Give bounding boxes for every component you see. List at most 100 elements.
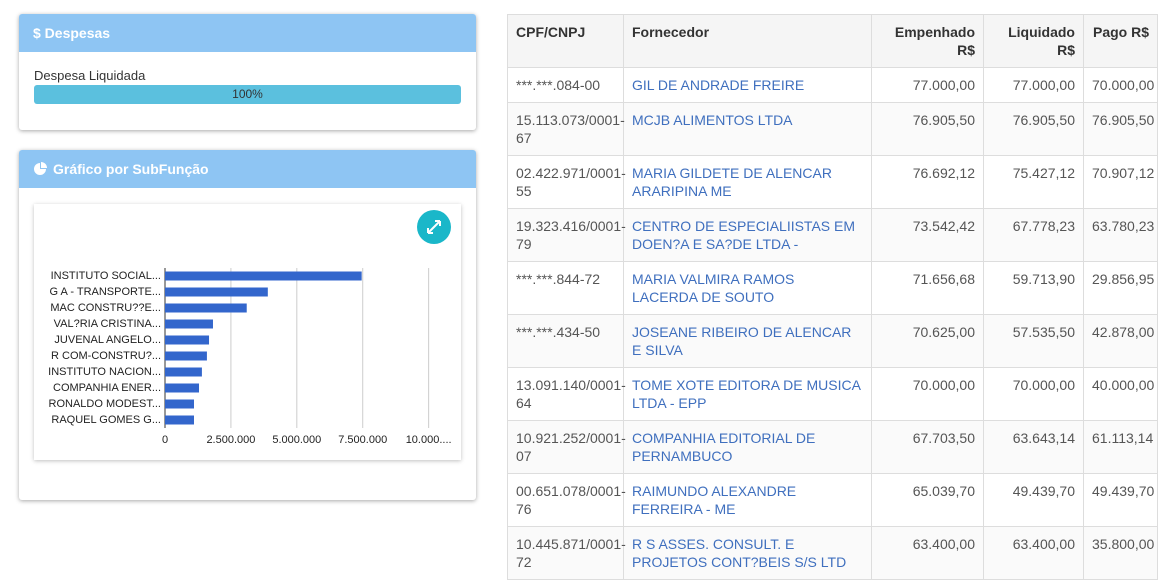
expand-icon <box>427 220 441 234</box>
table-cell: 70.000,00 <box>983 367 1084 421</box>
table-cell: ***.***.084-00 <box>507 67 624 103</box>
y-tick-label: RAQUEL GOMES G... <box>51 414 161 426</box>
y-tick-label: INSTITUTO SOCIAL... <box>51 270 161 282</box>
table-row: 19.323.416/0001-79 CENTRO DE ESPECIALIIST… <box>507 208 1158 262</box>
table-cell: 61.113,14 <box>1083 420 1158 474</box>
despesas-panel: $ Despesas Despesa Liquidada 100% <box>19 14 476 130</box>
table-cell: 76.905,50 <box>1083 102 1158 156</box>
panel-title: Gráfico por SubFunção <box>53 161 209 177</box>
table-cell: 29.856,95 <box>1083 261 1158 315</box>
table-row: ***.***.434-50 JOSEANE RIBEIRO DE ALENCAR… <box>507 314 1158 368</box>
table-cell: 67.778,23 <box>983 208 1084 262</box>
y-tick-label: G A - TRANSPORTE... <box>50 286 161 298</box>
supplier-link[interactable]: COMPANHIA EDITORIAL DE PERNAMBUCO <box>623 420 872 474</box>
header-row: CPF/CNPJ Fornecedor Empenhado R$ Liquidado … <box>507 14 1158 68</box>
bar <box>165 415 194 425</box>
table-cell: 70.000,00 <box>1083 67 1158 103</box>
table-cell: ***.***.844-72 <box>507 261 624 315</box>
table-cell: 71.656,68 <box>871 261 984 315</box>
table-cell: 57.535,50 <box>983 314 1084 368</box>
y-tick-label: INSTITUTO NACION... <box>48 366 161 378</box>
supplier-link[interactable]: MARIA GILDETE DE ALENCAR ARARIPINA ME <box>623 155 872 209</box>
table-cell: 40.000,00 <box>1083 367 1158 421</box>
table-cell: 19.323.416/0001-79 <box>507 208 626 262</box>
column-header: Liquidado R$ <box>983 14 1084 68</box>
table-cell: 70.907,12 <box>1083 155 1158 209</box>
table-cell: 35.800,00 <box>1083 526 1158 580</box>
table-cell: 70.000,00 <box>871 367 984 421</box>
progress-bar: 100% <box>34 85 461 104</box>
x-tick-label: 7.500.000 <box>338 434 387 446</box>
table-cell: ***.***.434-50 <box>507 314 624 368</box>
x-tick-label: 5.000.000 <box>272 434 321 446</box>
supplier-link[interactable]: R S ASSES. CONSULT. E PROJETOS CONT?BEIS… <box>623 526 872 580</box>
column-header: Pago R$ <box>1083 14 1158 68</box>
table-cell: 00.651.078/0001-76 <box>507 473 626 527</box>
bar <box>165 399 194 409</box>
column-header: CPF/CNPJ <box>507 14 624 68</box>
bar <box>165 303 247 313</box>
x-tick-label: 10.000.... <box>406 434 452 446</box>
table-cell: 70.625,00 <box>871 314 984 368</box>
supplier-link[interactable]: RAIMUNDO ALEXANDRE FERREIRA - ME <box>623 473 872 527</box>
table-cell: 65.039,70 <box>871 473 984 527</box>
supplier-link[interactable]: MCJB ALIMENTOS LTDA <box>623 102 872 156</box>
supplier-link[interactable]: MARIA VALMIRA RAMOS LACERDA DE SOUTO <box>623 261 872 315</box>
table-cell: 49.439,70 <box>983 473 1084 527</box>
supplier-table: CPF/CNPJ Fornecedor Empenhado R$ Liquidado … <box>507 14 1158 580</box>
y-tick-label: COMPANHIA ENER... <box>53 382 161 394</box>
y-tick-label: MAC CONSTRU??E... <box>50 302 161 314</box>
table-cell: 75.427,12 <box>983 155 1084 209</box>
table-cell: 73.542,42 <box>871 208 984 262</box>
table-cell: 02.422.971/0001-55 <box>507 155 626 209</box>
table-cell: 49.439,70 <box>1083 473 1158 527</box>
bar <box>165 351 207 361</box>
chart-box: 0 2.500.000 5.000.000 7.500.000 10.000.... IN… <box>34 204 461 460</box>
bar <box>165 319 213 329</box>
table-cell: 63.400,00 <box>871 526 984 580</box>
table-row: 00.651.078/0001-76 RAIMUNDO ALEXANDRE FER… <box>507 473 1158 527</box>
x-tick-label: 0 <box>162 434 168 446</box>
pie-icon <box>34 162 47 175</box>
y-tick-label: VAL?RIA CRISTINA... <box>54 318 161 330</box>
table-cell: 10.445.871/0001-72 <box>507 526 626 580</box>
panel-header: Gráfico por SubFunção <box>19 150 476 188</box>
table-cell: 63.400,00 <box>983 526 1084 580</box>
bar <box>165 271 362 281</box>
table-cell: 63.643,14 <box>983 420 1084 474</box>
supplier-link[interactable]: TOME XOTE EDITORA DE MUSICA LTDA - EPP <box>623 367 872 421</box>
bar <box>165 383 200 393</box>
table-cell: 67.703,50 <box>871 420 984 474</box>
table-cell: 77.000,00 <box>871 67 984 103</box>
y-tick-label: JUVENAL ANGELO... <box>54 334 161 346</box>
x-tick-label: 2.500.000 <box>206 434 255 446</box>
table-body: ***.***.084-00 GIL DE ANDRADE FREIRE 77.00… <box>507 67 1158 580</box>
table-cell: 63.780,23 <box>1083 208 1158 262</box>
supplier-link[interactable]: GIL DE ANDRADE FREIRE <box>623 67 872 103</box>
panel-title: $ Despesas <box>33 25 111 41</box>
progress-fill <box>34 85 461 104</box>
table-cell: 76.905,50 <box>871 102 984 156</box>
table-row: 15.113.073/0001-67 MCJB ALIMENTOS LTDA 76.… <box>507 102 1158 156</box>
table-cell: 76.905,50 <box>983 102 1084 156</box>
table-cell: 42.878,00 <box>1083 314 1158 368</box>
y-tick-label: R COM-CONSTRU?... <box>51 350 161 362</box>
y-tick-label: RONALDO MODEST... <box>49 398 161 410</box>
table-row: 10.921.252/0001-07 COMPANHIA EDITORIAL DE… <box>507 420 1158 474</box>
table-cell: 10.921.252/0001-07 <box>507 420 626 474</box>
table-cell: 76.692,12 <box>871 155 984 209</box>
supplier-link[interactable]: JOSEANE RIBEIRO DE ALENCAR E SILVA <box>623 314 872 368</box>
bar <box>165 335 210 345</box>
supplier-link[interactable]: CENTRO DE ESPECIALIISTAS EM DOEN?A E SA?… <box>623 208 872 262</box>
chart: 0 2.500.000 5.000.000 7.500.000 10.000.... IN… <box>48 210 452 446</box>
table-cell: 15.113.073/0001-67 <box>507 102 625 156</box>
table-cell: 77.000,00 <box>983 67 1084 103</box>
chart-panel: Gráfico por SubFunção 0 2.500.000 5.000.00… <box>19 150 476 500</box>
column-header: Fornecedor <box>623 14 872 68</box>
table-row: ***.***.084-00 GIL DE ANDRADE FREIRE 77.00… <box>507 67 1158 103</box>
bar <box>165 367 202 377</box>
table-row: 13.091.140/0001-64 TOME XOTE EDITORA DE M… <box>507 367 1158 421</box>
panel-header: $ Despesas <box>19 14 476 52</box>
table-row: ***.***.844-72 MARIA VALMIRA RAMOS LACERD… <box>507 261 1158 315</box>
